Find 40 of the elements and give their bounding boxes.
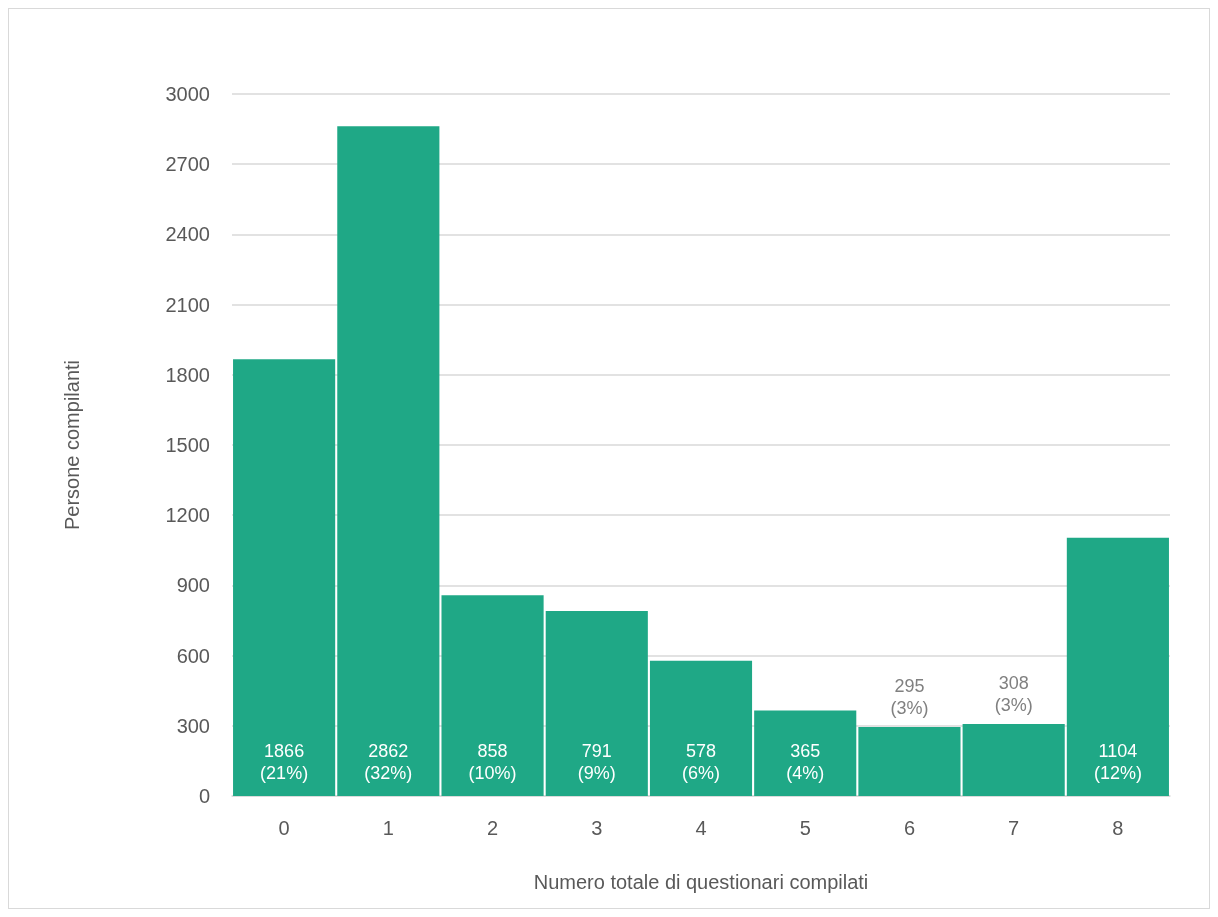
x-tick-label: 7 [1008,817,1020,839]
bar [962,723,1065,796]
x-tick-label: 4 [695,817,707,839]
y-tick-label: 1800 [165,363,210,386]
data-label: 578 (6%) [681,741,721,783]
x-tick-label: 0 [278,817,290,839]
data-label: 365 (4%) [786,741,825,783]
bar [754,710,857,796]
x-tick-label: 5 [799,817,811,839]
bar [545,610,648,796]
y-axis-title: Persone compilanti [61,359,83,531]
y-tick-label: 3000 [165,83,210,105]
data-label: 2862 (32%) [364,741,413,783]
y-tick-label: 2400 [165,223,210,246]
data-label: 791 (9%) [577,741,616,783]
data-label: 295 (3%) [890,675,929,718]
y-tick-label: 2100 [165,293,210,316]
data-label: 1866 (21%) [260,741,309,783]
x-tick-label: 1 [382,817,394,839]
bar [441,595,544,796]
data-label: 308 (3%) [994,672,1033,715]
x-tick-label: 6 [903,817,916,839]
y-tick-label: 2700 [165,153,210,176]
y-tick-label: 300 [176,714,210,737]
y-tick-label: 900 [176,574,210,597]
bar [233,359,336,796]
bar [1066,537,1169,796]
y-tick-label: 600 [176,644,210,667]
data-label: 858 (10%) [468,741,517,783]
data-label: 1104 (12%) [1093,741,1142,783]
bar [858,726,961,796]
x-tick-label: 8 [1112,817,1124,839]
bar [649,660,753,796]
x-axis-title: Numero totale di questionari compilati [533,871,869,893]
x-tick-label: 2 [486,817,499,839]
bar [337,126,440,796]
y-tick-label: 0 [198,785,210,807]
y-tick-label: 1200 [165,504,210,527]
y-tick-label: 1500 [165,434,210,456]
x-tick-label: 3 [591,817,603,839]
